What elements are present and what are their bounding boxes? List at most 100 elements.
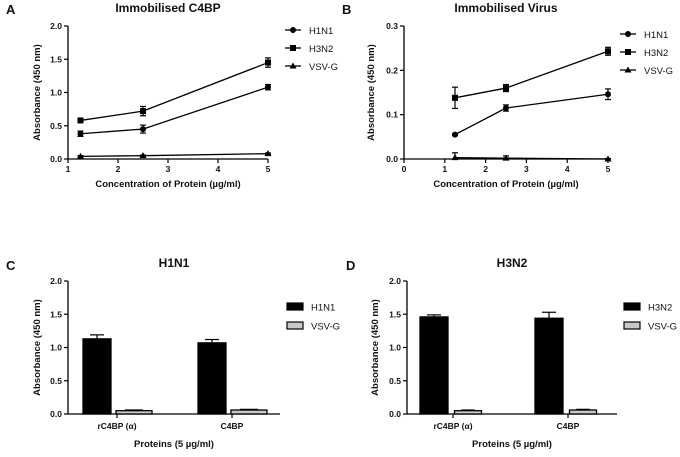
legend-item: H1N1 <box>285 26 333 37</box>
marker-circle <box>140 126 146 133</box>
y-tick-label: 1.5 <box>50 309 62 319</box>
y-tick-label: 1.0 <box>50 88 62 98</box>
y-axis-label: Absorbance (450 nm) <box>32 44 43 141</box>
legend-label: VSV-G <box>648 322 677 333</box>
x-tick-label: 4 <box>565 164 570 174</box>
marker-square <box>625 49 631 55</box>
chart-title: Immobilised Virus <box>454 1 557 15</box>
panel-label: C <box>6 258 16 273</box>
y-axis-label: Absorbance (450 nm) <box>370 299 381 396</box>
x-tick-label: 5 <box>606 164 611 174</box>
chart-title: H3N2 <box>497 256 528 270</box>
marker-square <box>503 85 509 92</box>
marker-triangle <box>264 150 272 157</box>
y-tick-label: 0.0 <box>50 154 62 164</box>
marker-square <box>77 117 84 124</box>
legend-label: H1N1 <box>309 26 333 37</box>
x-axis-label: Proteins (5 µg/ml) <box>134 439 214 450</box>
y-tick-label: 1.5 <box>389 309 401 319</box>
y-tick-label: 2.0 <box>50 21 62 31</box>
panel-label: D <box>346 258 355 273</box>
panel-label: B <box>342 2 351 17</box>
y-tick-label: 0.1 <box>386 110 398 120</box>
x-tick-label: C4BP <box>221 421 244 431</box>
y-tick-label: 0.0 <box>50 409 62 419</box>
x-tick-label: C4BP <box>557 421 580 431</box>
x-tick-label: 2 <box>116 164 121 174</box>
marker-circle <box>265 84 271 91</box>
legend-item: VSV-G <box>623 321 677 333</box>
x-tick-label: 4 <box>216 164 221 174</box>
panel-A: A Immobilised C4BP 0.0 0.5 1.0 1.5 2.0 Absorban… <box>6 1 338 190</box>
legend-label: H3N2 <box>644 48 668 59</box>
y-tick-label: 2.0 <box>50 276 62 286</box>
legend-item: H1N1 <box>286 302 335 314</box>
marker-triangle <box>624 66 632 73</box>
legend-label: H3N2 <box>648 303 672 314</box>
marker-circle <box>77 130 84 137</box>
series-line <box>454 50 609 99</box>
series-H3N2 <box>452 46 611 110</box>
x-tick-label: 0 <box>402 164 407 174</box>
legend-item: VSV-G <box>286 321 340 333</box>
series-H3N2 <box>77 57 271 124</box>
y-tick-label: 1.5 <box>50 54 62 64</box>
x-tick-label: 1 <box>442 164 447 174</box>
marker-triangle <box>502 154 510 161</box>
y-tick-label: 2.0 <box>389 276 401 286</box>
marker-triangle <box>77 152 84 159</box>
chart-title: H1N1 <box>159 256 190 270</box>
bar-VSV-G <box>230 409 268 415</box>
marker-circle <box>503 105 509 112</box>
series-line <box>80 61 269 122</box>
y-tick-label: 0.0 <box>386 154 398 164</box>
bar-VSV-G <box>453 410 483 415</box>
bar-VSV-G <box>115 410 153 415</box>
series-H1N1 <box>452 88 611 138</box>
marker-square <box>452 94 458 101</box>
marker-square <box>265 59 271 66</box>
legend-label: VSV-G <box>644 66 673 77</box>
series-line <box>80 153 269 157</box>
x-tick-label: 1 <box>66 164 71 174</box>
y-axis-label: Absorbance (450 nm) <box>366 44 377 141</box>
marker-square <box>605 48 611 55</box>
x-tick-label: 5 <box>266 164 271 174</box>
legend-item: H3N2 <box>285 44 333 55</box>
marker-triangle <box>289 62 297 69</box>
marker-circle <box>290 27 296 33</box>
y-tick-label: 1.0 <box>389 343 401 353</box>
series-VSV-G <box>451 152 612 162</box>
y-tick-label: 0.5 <box>50 121 62 131</box>
marker-circle <box>625 31 631 37</box>
y-tick-label: 0.5 <box>50 376 62 386</box>
bar-VSV-G <box>568 409 598 415</box>
x-axis-label: Concentration of Protein (µg/ml) <box>433 179 578 190</box>
marker-circle <box>452 131 458 138</box>
y-tick-label: 0.2 <box>386 65 398 75</box>
marker-triangle <box>139 152 147 159</box>
y-tick-label: 0.0 <box>389 409 401 419</box>
series-line <box>454 93 609 136</box>
panel-label: A <box>6 2 16 17</box>
y-tick-label: 1.0 <box>50 343 62 353</box>
legend-swatch <box>286 321 304 330</box>
legend-item: H1N1 <box>620 30 668 41</box>
marker-square <box>290 45 296 51</box>
y-tick-label: 0.3 <box>386 21 398 31</box>
chart-title: Immobilised C4BP <box>115 1 220 15</box>
legend-swatch <box>623 321 641 330</box>
legend-label: VSV-G <box>311 322 340 333</box>
bar-H1N1 <box>197 342 227 415</box>
legend-label: H1N1 <box>644 30 668 41</box>
series-VSV-G <box>77 150 272 159</box>
x-tick-label: rC4BP (α) <box>433 421 472 431</box>
legend-label: H3N2 <box>309 44 333 55</box>
legend-swatch <box>286 302 304 311</box>
bar-H3N2 <box>419 316 449 415</box>
panel-D: D H3N2 0.0 0.5 1.0 1.5 2.0 Absorbance (450 nm) r… <box>346 256 677 450</box>
panel-B: B Immobilised Virus 0.0 0.1 0.2 0.3 Absorbance… <box>342 1 673 190</box>
legend-item: H3N2 <box>620 48 668 59</box>
